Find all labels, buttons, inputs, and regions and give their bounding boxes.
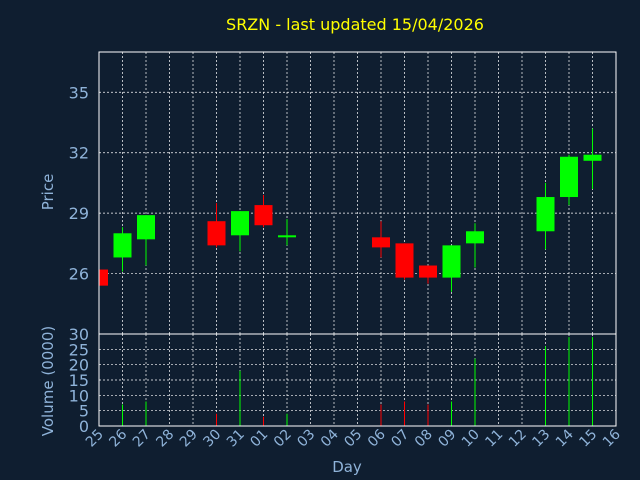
- volume-tick-label: 30: [69, 325, 89, 344]
- candle: [278, 219, 296, 246]
- volume-tick-label: 5: [79, 402, 89, 421]
- candle-body: [278, 235, 296, 238]
- candle: [254, 195, 273, 228]
- candle-body: [113, 233, 132, 258]
- x-axis-label: Day: [332, 458, 362, 476]
- candle-body: [231, 211, 249, 236]
- volume-tick-label: 0: [79, 417, 89, 436]
- candle: [419, 265, 437, 284]
- candle-body: [560, 156, 578, 198]
- candle: [231, 211, 249, 252]
- chart-title: SRZN - last updated 15/04/2026: [226, 15, 484, 34]
- volume-axis-label: Volume (0000): [39, 326, 57, 436]
- candle-body: [372, 237, 390, 248]
- candle-body: [207, 221, 226, 246]
- price-y-ticks: 26 29 32 35: [69, 83, 89, 283]
- candle-body: [99, 269, 108, 286]
- candle: [372, 221, 390, 258]
- candle-body: [254, 205, 273, 226]
- volume-panel-border: [98, 333, 617, 427]
- price-axis-label: Price: [39, 174, 57, 211]
- volume-tick-label: 10: [69, 386, 89, 405]
- candle: [466, 223, 484, 268]
- candle-body: [466, 231, 484, 244]
- candles: [98, 128, 602, 292]
- volume-tick-label: 25: [69, 340, 89, 359]
- volume-tick-label: 20: [69, 356, 89, 375]
- candle: [536, 182, 555, 250]
- price-tick-label: 35: [69, 83, 89, 102]
- candle: [395, 243, 414, 280]
- volume-tick-label: 15: [69, 371, 89, 390]
- candle-body: [395, 243, 414, 278]
- candle: [113, 227, 132, 272]
- price-tick-label: 32: [69, 144, 89, 163]
- candle-body: [419, 265, 437, 278]
- candle: [137, 215, 155, 266]
- price-tick-label: 29: [69, 204, 89, 223]
- candle: [560, 154, 578, 206]
- volume-bars: [122, 337, 593, 426]
- candle-body: [442, 245, 461, 278]
- price-tick-label: 26: [69, 265, 89, 284]
- candle-body: [583, 154, 602, 161]
- candle: [207, 203, 226, 248]
- candle: [98, 269, 108, 286]
- x-ticks: 25 26 27 28 29 30 31 01 02 03 04 05 06 07 08 09 10 11 12 13…: [83, 426, 624, 450]
- candle: [442, 245, 461, 292]
- candle-body: [536, 197, 555, 232]
- candle: [583, 128, 602, 189]
- candle-body: [137, 215, 155, 240]
